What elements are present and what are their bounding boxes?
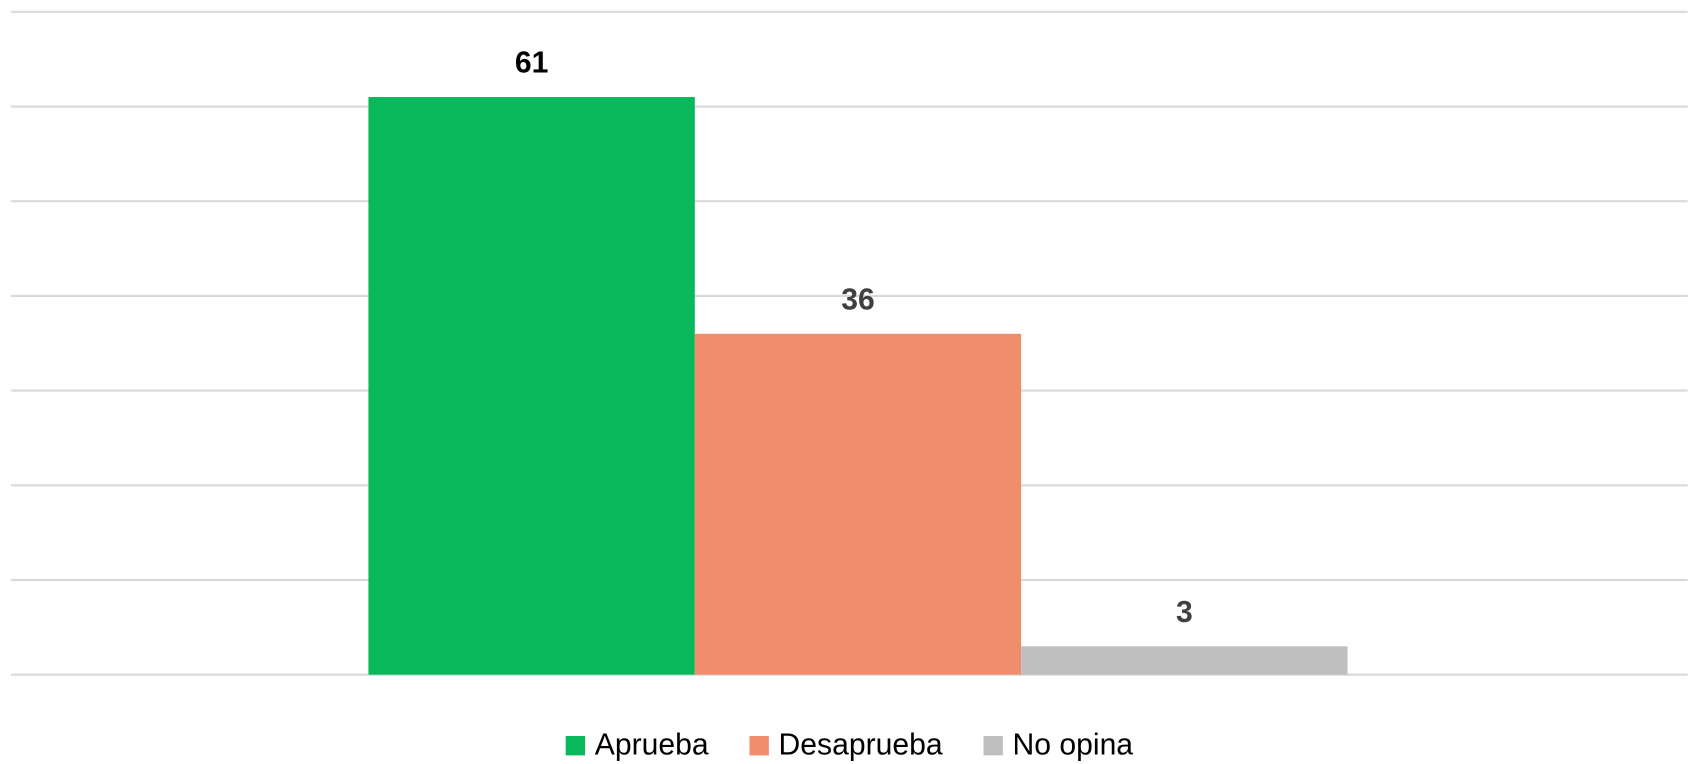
legend-swatch [983, 736, 1003, 756]
value-label: 36 [841, 283, 875, 316]
value-label: 61 [515, 47, 549, 80]
bar [1021, 646, 1348, 675]
legend-swatch [749, 736, 769, 756]
legend-label: Desaprueba [779, 729, 943, 762]
bar [694, 333, 1022, 675]
value-label: 3 [1176, 596, 1193, 629]
legend-label: Aprueba [595, 729, 709, 762]
legend-swatch [565, 736, 586, 756]
legend-label: No opina [1013, 729, 1134, 762]
bar [368, 97, 695, 675]
